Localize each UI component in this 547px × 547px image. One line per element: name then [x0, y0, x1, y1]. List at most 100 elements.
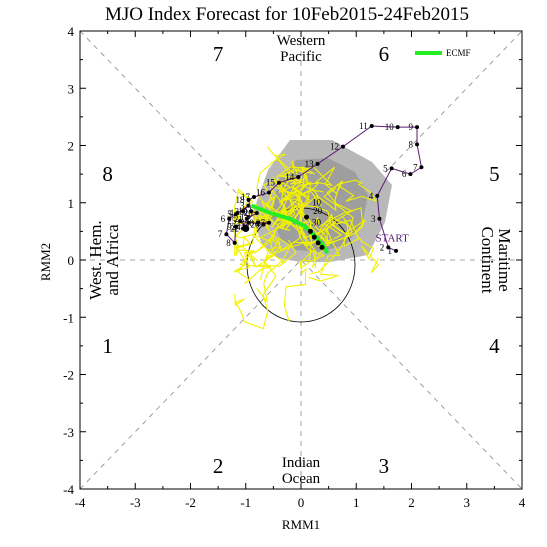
analysis-point-label: 1 [240, 212, 245, 222]
observed-point [266, 190, 271, 195]
ensemble-member-line [261, 200, 301, 264]
observed-point [252, 195, 257, 200]
analysis-point-label: 6 [221, 214, 226, 224]
forecast-marker [315, 240, 321, 246]
observed-line [239, 125, 423, 252]
analysis-point-label: 9 [227, 222, 232, 232]
ensemble-member-line [284, 204, 326, 269]
observed-point [386, 245, 391, 250]
y-tick-label: -2 [63, 368, 74, 383]
ensemble-member-line [256, 146, 300, 208]
x-axis-label: RMM1 [282, 517, 320, 532]
phase-label: 1 [102, 334, 113, 358]
forecast-mean-polyline [250, 203, 330, 255]
y-tick-label: -4 [63, 482, 74, 497]
observed-point [395, 125, 400, 130]
region-right-line1: Maritime [495, 228, 514, 291]
analysis-point-label: 4 [229, 208, 234, 218]
observed-point-label: 25 [227, 216, 237, 226]
observed-point-label: 7 [413, 162, 418, 172]
y-tick-label: -3 [63, 425, 74, 440]
region-right-line2: Continent [478, 226, 497, 293]
analysis-point [224, 232, 229, 237]
ensemble-member-line [310, 179, 378, 212]
y-tick-label: -1 [63, 310, 74, 325]
region-left-line1: West. Hem. [86, 220, 105, 299]
observed-point-label: 15 [266, 178, 276, 188]
analysis-point-label: 8 [226, 238, 231, 248]
observed-point-label: 26 [250, 220, 260, 230]
observed-point-label: 1 [388, 246, 393, 256]
observed-point-label: 8 [409, 139, 414, 149]
analysis-point [240, 209, 245, 214]
ensemble-member-line [335, 219, 380, 274]
observed-point-label: 13 [305, 159, 315, 169]
observed-point [389, 166, 394, 171]
region-left-line2: and Africa [103, 224, 122, 296]
forecast-marker [242, 225, 250, 233]
observed-point [375, 193, 380, 198]
analysis-point [232, 240, 237, 245]
analysis-point-label: 5 [227, 209, 232, 219]
observed-point [249, 209, 254, 214]
observed-point [408, 172, 413, 177]
ensemble-member-line [234, 190, 302, 273]
observed-point-label: 11 [359, 121, 368, 131]
chart-title: MJO Index Forecast for 10Feb2015-24Feb20… [105, 4, 469, 25]
analysis-point [233, 212, 238, 217]
ensemble-member-line [234, 214, 269, 262]
ensemble-member-line [233, 180, 289, 256]
phase-label: 3 [379, 454, 390, 478]
analysis-point [233, 224, 238, 229]
grid-diagonal-1 [79, 30, 523, 490]
observed-point-label: 9 [409, 122, 414, 132]
observed-point [296, 174, 301, 179]
forecast-mean-line [250, 203, 330, 255]
phase-label: 6 [379, 42, 390, 66]
observed-point [244, 216, 249, 221]
ensemble-member-line [319, 207, 364, 244]
ensemble-member-line [296, 172, 324, 211]
forecast-day-label: 10 [312, 198, 322, 208]
observed-point [369, 124, 374, 129]
observed-point [261, 222, 266, 227]
x-tick-label: 3 [464, 495, 471, 510]
x-tick-label: 1 [353, 495, 360, 510]
observed-point-label: 14 [285, 172, 295, 182]
observed-point-label: 18 [236, 195, 246, 205]
observed-point [415, 142, 420, 147]
y-axis-label: RMM2 [38, 243, 53, 281]
ensemble-member-line [275, 166, 313, 201]
forecast-marker [311, 234, 317, 240]
observed-point-label: 2 [380, 242, 385, 252]
phase-label: 5 [489, 162, 500, 186]
ensemble-member-line [234, 243, 301, 330]
start-label: START [376, 233, 410, 245]
observed-point-label: 22 [230, 224, 239, 234]
analysis-point-label: 3 [240, 201, 245, 211]
forecast-day-label: 20 [313, 206, 323, 216]
observed-point [246, 220, 251, 225]
observed-point-label: 17 [241, 192, 251, 202]
region-top-line1: Western [277, 33, 326, 49]
region-bottom-line2: Ocean [282, 471, 321, 487]
observed-point-label: 27 [256, 218, 266, 228]
observed-point-label: 19 [238, 206, 248, 216]
observed-point [394, 248, 399, 253]
region-top-line2: Pacific [280, 49, 322, 65]
ensemble-member-line [309, 216, 349, 269]
analysis-point-label: 7 [218, 229, 223, 239]
x-tick-label: -2 [185, 495, 196, 510]
phase-label: 7 [213, 42, 224, 66]
observed-point-label: 4 [369, 191, 374, 201]
observed-point [315, 161, 320, 166]
observed-point-label: 12 [330, 142, 339, 152]
legend-label: ECMF [446, 48, 471, 58]
observed-point [255, 220, 260, 225]
ensemble-member-line [234, 198, 289, 268]
phase-label: 8 [102, 162, 113, 186]
